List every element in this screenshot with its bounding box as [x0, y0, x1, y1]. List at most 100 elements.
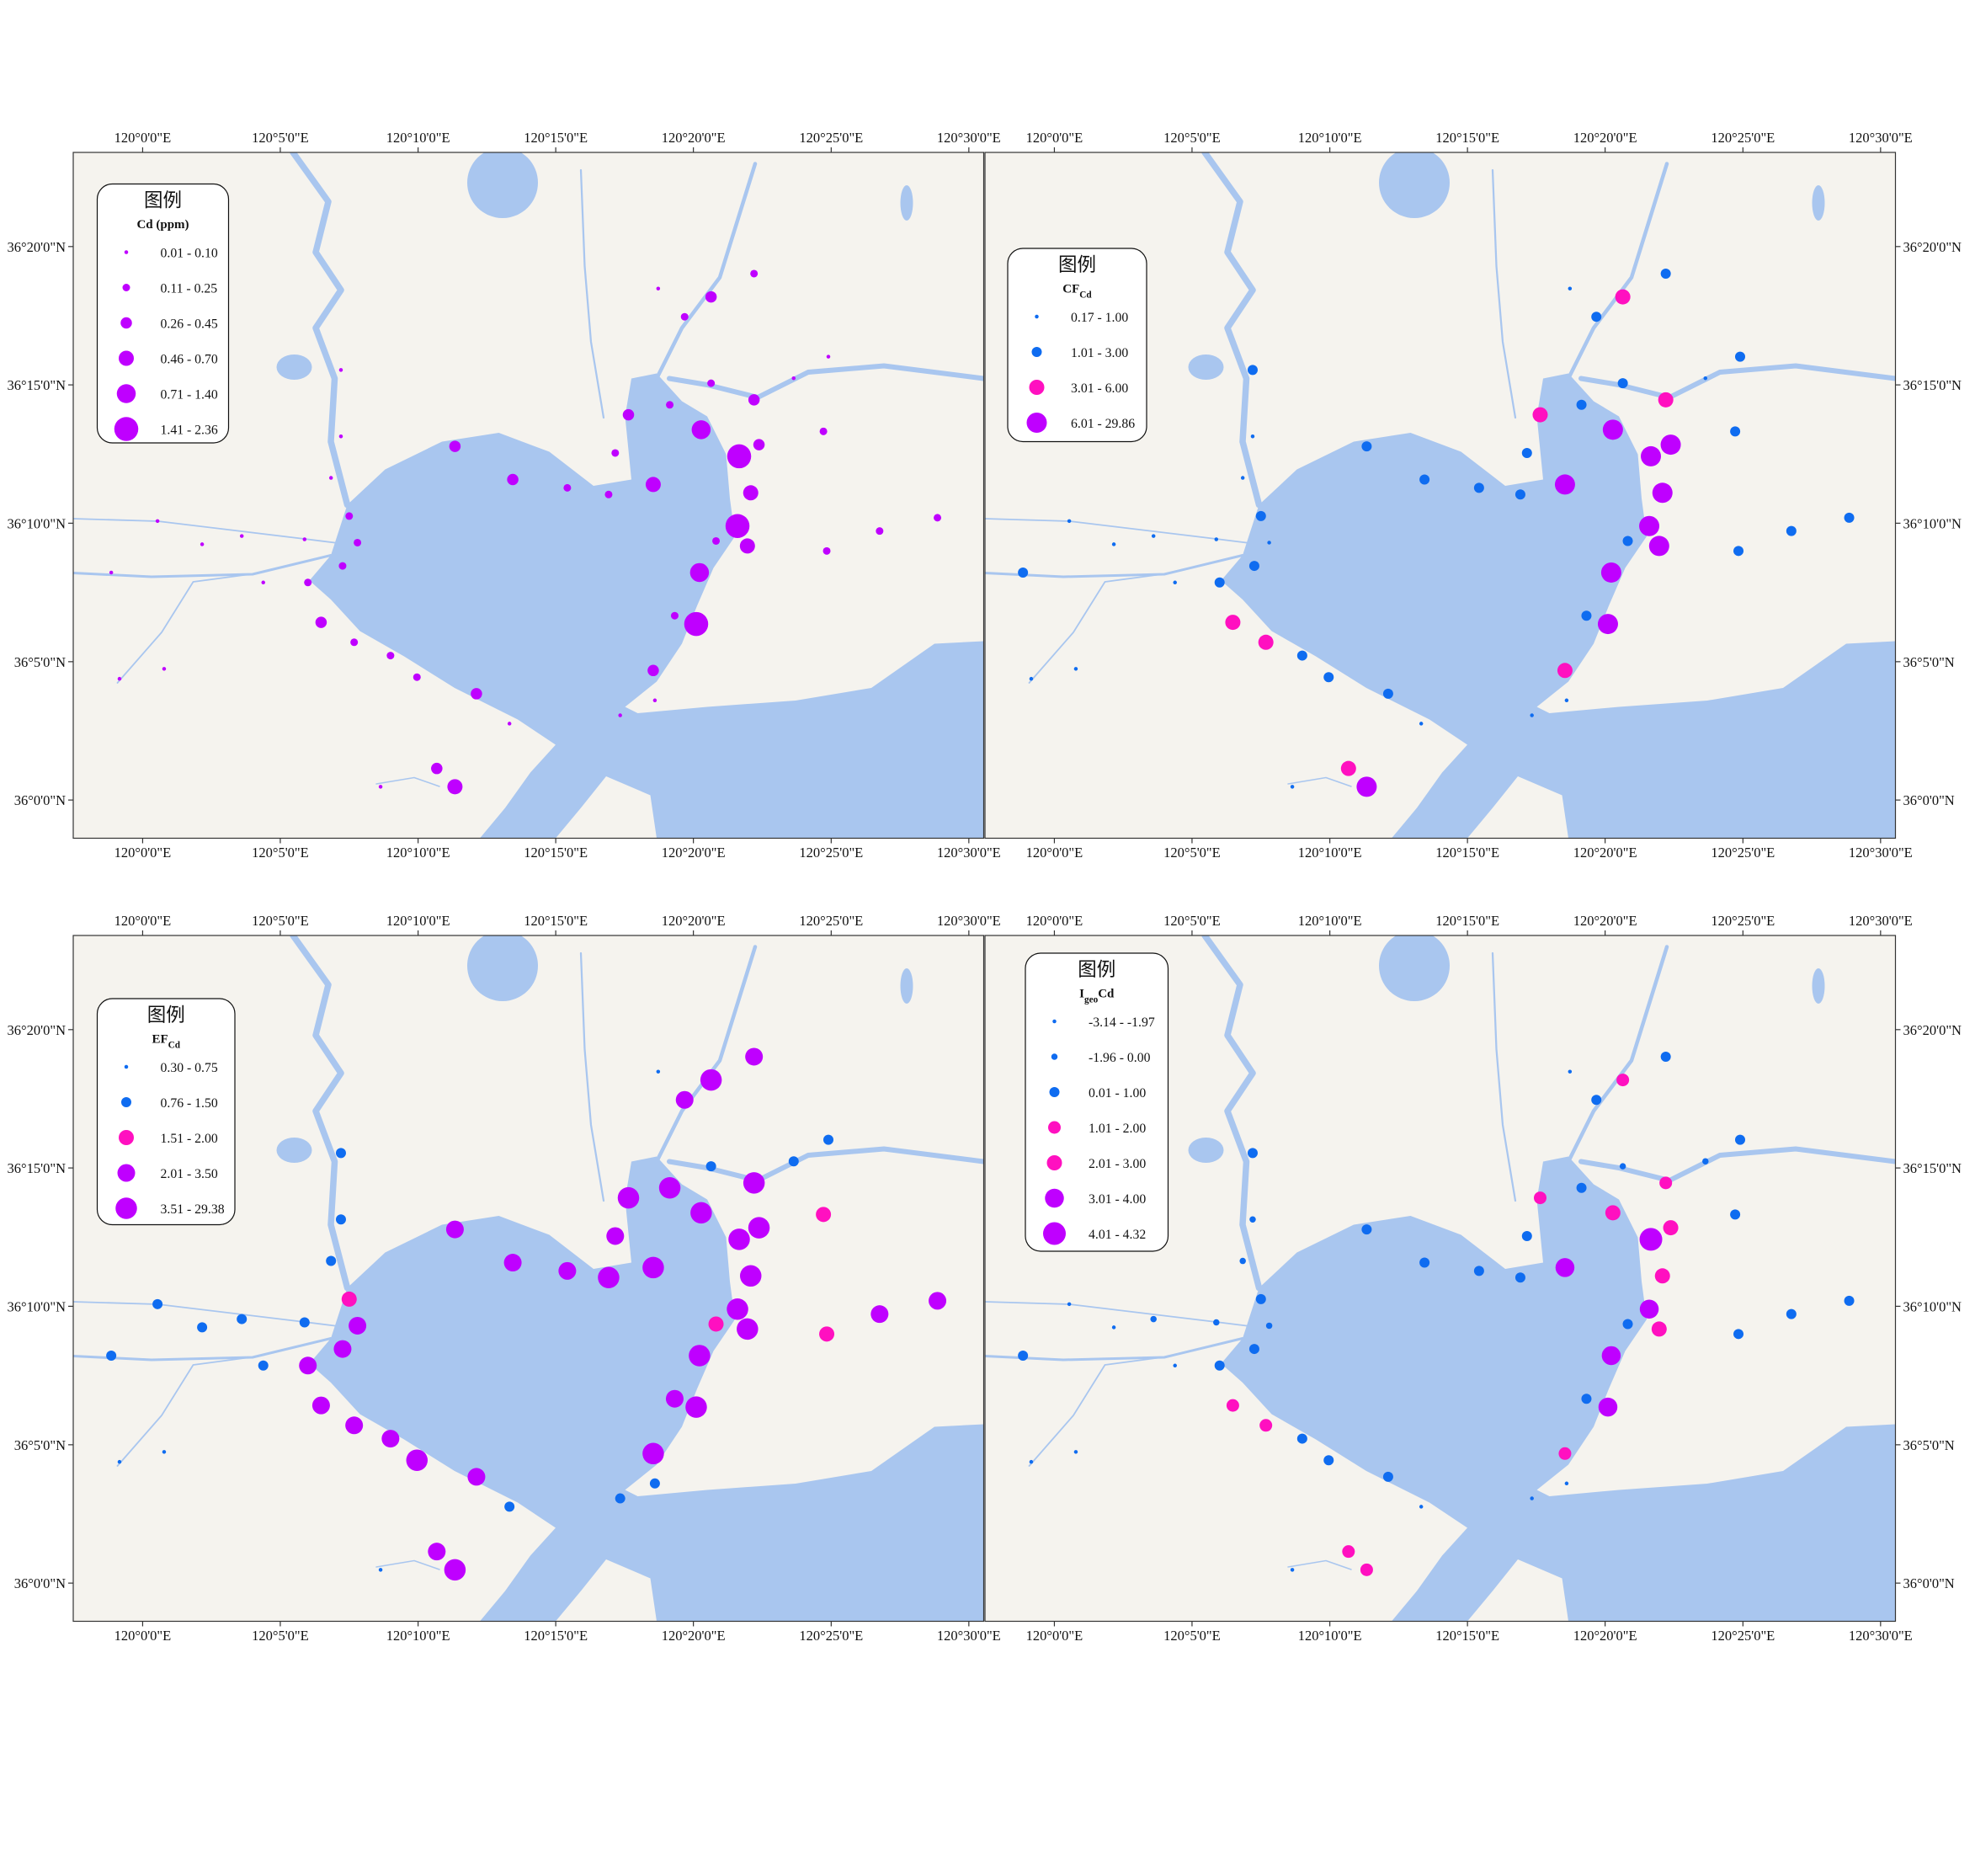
sample-point: [652, 698, 657, 703]
x-tick-label: 120°0'0"E: [114, 913, 172, 929]
sample-point: [1419, 474, 1430, 485]
y-tick-label: 36°20'0"N: [8, 1022, 67, 1038]
sample-point: [1382, 1471, 1393, 1482]
sample-point: [691, 420, 711, 440]
x-tick-label: 120°5'0"E: [252, 845, 309, 861]
sample-point: [428, 1543, 446, 1561]
sample-point: [1521, 1230, 1532, 1241]
x-tick-label: 120°30'0"E: [937, 1628, 1001, 1644]
legend-symbol: [1026, 413, 1047, 433]
legend-symbol: [122, 284, 130, 291]
x-tick-label: 120°10'0"E: [1298, 130, 1362, 146]
x-tick-label: 120°15'0"E: [524, 913, 588, 929]
sample-point: [304, 578, 312, 587]
x-tick-label: 120°25'0"E: [799, 913, 863, 929]
sample-point: [302, 537, 307, 541]
sample-point: [1029, 1459, 1034, 1464]
legend-heading: 图例: [144, 190, 182, 211]
sample-point: [739, 538, 755, 554]
sample-point: [1844, 512, 1855, 523]
x-tick-label: 120°0'0"E: [114, 130, 172, 146]
sample-point: [1214, 537, 1219, 541]
sample-point: [1733, 1329, 1744, 1340]
x-tick-label: 120°10'0"E: [386, 913, 450, 929]
legend-symbol: [1051, 1053, 1058, 1060]
legend-symbol: [121, 1097, 131, 1107]
sample-point: [1029, 676, 1034, 681]
sample-point: [471, 688, 482, 700]
sample-point: [1240, 476, 1245, 480]
x-tick-label: 120°0'0"E: [1026, 130, 1083, 146]
sample-point: [1323, 672, 1334, 683]
legend-symbol: [120, 317, 132, 329]
sample-point: [1250, 434, 1255, 439]
sample-point: [1382, 688, 1393, 699]
legend-label: 3.51 - 29.38: [161, 1202, 225, 1217]
sample-point: [666, 401, 674, 409]
y-tick-label: 36°20'0"N: [8, 239, 67, 255]
sample-point: [645, 477, 661, 493]
legend-label: 1.51 - 2.00: [161, 1132, 218, 1146]
sample-point: [1601, 1346, 1621, 1366]
sample-point: [1600, 562, 1621, 583]
sample-point: [788, 1156, 799, 1167]
sample-point: [1597, 614, 1618, 635]
legend-title: Cd (ppm): [136, 218, 189, 232]
sample-point: [117, 676, 122, 681]
legend-label: 0.30 - 0.75: [161, 1061, 218, 1075]
x-tick-label: 120°20'0"E: [662, 130, 726, 146]
sample-point: [727, 444, 752, 469]
sample-point: [1568, 286, 1573, 290]
y-tick-label: 36°10'0"N: [8, 515, 67, 531]
legend-label: 0.17 - 1.00: [1071, 311, 1128, 325]
sample-point: [791, 376, 796, 381]
sample-point: [1558, 1447, 1572, 1460]
map-frame: [984, 935, 1897, 1623]
sample-point: [1226, 1399, 1239, 1412]
legend-heading: 图例: [1078, 959, 1115, 980]
legend-symbol: [1049, 1087, 1060, 1097]
sample-point: [378, 785, 383, 789]
legend-title-part: Cd: [1098, 988, 1115, 1001]
x-tick-label: 120°25'0"E: [799, 130, 863, 146]
legend: 图例 IgeoCd -3.14 - -1.97 -1.96 - 0.00 0.01 - …: [1025, 952, 1169, 1252]
sample-point: [1111, 1325, 1116, 1330]
sample-point: [1150, 1315, 1157, 1323]
sample-point: [1576, 399, 1587, 410]
sample-point: [606, 1227, 625, 1245]
sample-point: [1067, 519, 1072, 524]
sample-point: [1703, 376, 1708, 381]
sample-point: [1591, 1095, 1602, 1106]
sample-point: [1214, 1360, 1225, 1371]
legend-symbol: [1046, 1155, 1062, 1170]
sample-point: [1532, 407, 1548, 423]
sample-point: [728, 1228, 750, 1250]
sample-point: [665, 1389, 684, 1408]
legend-symbol: [1052, 1019, 1057, 1024]
legend-label: 0.26 - 0.45: [161, 317, 218, 332]
legend-label: -1.96 - 0.00: [1089, 1051, 1151, 1065]
sample-point: [1651, 1321, 1667, 1337]
x-tick-label: 120°5'0"E: [1163, 130, 1221, 146]
sample-point: [1247, 1148, 1258, 1159]
legend-box: [1025, 952, 1169, 1252]
sample-point: [685, 1396, 707, 1418]
legend-title-part: Cd (ppm): [136, 218, 189, 232]
legend-label: 4.01 - 4.32: [1089, 1228, 1146, 1242]
sample-point: [447, 779, 463, 795]
sample-point: [1598, 1397, 1618, 1417]
sample-point: [670, 611, 679, 620]
x-tick-label: 120°25'0"E: [799, 845, 863, 861]
legend-symbol: [116, 384, 136, 403]
legend-title-part: geo: [1084, 995, 1099, 1005]
legend-title-part: EF: [152, 1033, 168, 1047]
sample-point: [1622, 1319, 1633, 1330]
sample-point: [1356, 776, 1377, 797]
x-tick-label: 120°0'0"E: [114, 845, 172, 861]
sample-point: [1660, 434, 1681, 456]
x-tick-label: 120°30'0"E: [1849, 1628, 1913, 1644]
legend-symbol: [119, 350, 134, 366]
sample-point: [1361, 1224, 1372, 1235]
sample-point: [1073, 1450, 1078, 1454]
sample-point: [1648, 536, 1669, 557]
